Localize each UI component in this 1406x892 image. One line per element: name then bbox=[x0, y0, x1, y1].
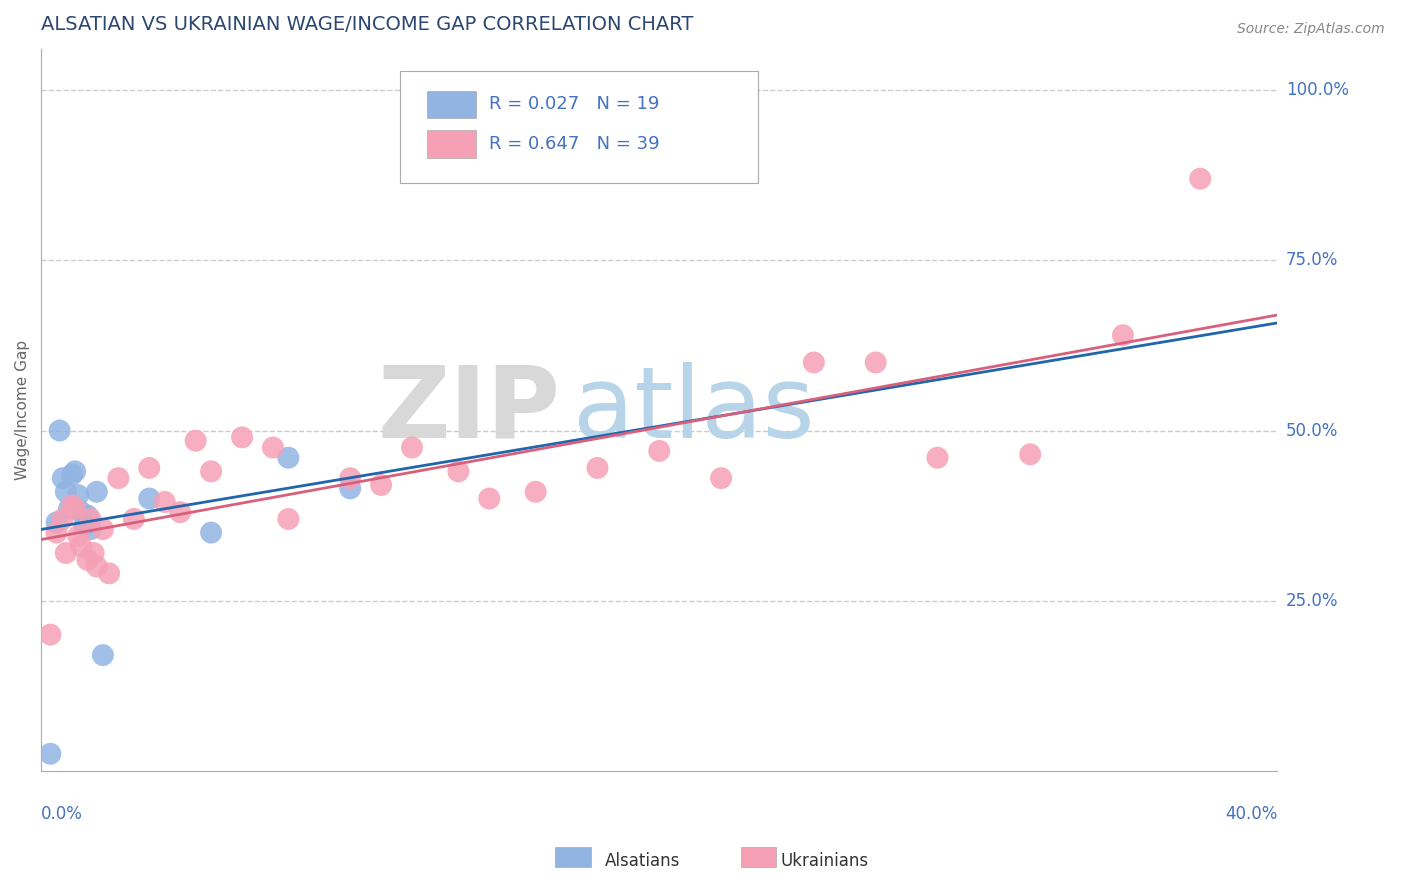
Point bbox=[1112, 328, 1135, 343]
Point bbox=[277, 450, 299, 465]
Point bbox=[70, 539, 93, 553]
Point bbox=[339, 481, 361, 495]
Point bbox=[58, 501, 80, 516]
Text: R = 0.647   N = 39: R = 0.647 N = 39 bbox=[489, 135, 659, 153]
Point bbox=[524, 484, 547, 499]
Point bbox=[200, 464, 222, 478]
Point bbox=[52, 512, 75, 526]
Text: 25.0%: 25.0% bbox=[1286, 591, 1339, 609]
Point bbox=[48, 424, 70, 438]
Point bbox=[169, 505, 191, 519]
Point bbox=[45, 516, 67, 530]
Point bbox=[63, 464, 86, 478]
Point bbox=[586, 461, 609, 475]
Point bbox=[927, 450, 949, 465]
Point bbox=[153, 495, 176, 509]
Point bbox=[184, 434, 207, 448]
Text: atlas: atlas bbox=[572, 361, 814, 458]
Point bbox=[52, 471, 75, 485]
Point bbox=[277, 512, 299, 526]
Point bbox=[107, 471, 129, 485]
Point bbox=[45, 525, 67, 540]
Point bbox=[86, 484, 108, 499]
Point bbox=[478, 491, 501, 506]
Text: ZIP: ZIP bbox=[378, 361, 561, 458]
Point bbox=[63, 501, 86, 516]
Point bbox=[55, 484, 77, 499]
Point bbox=[447, 464, 470, 478]
Point bbox=[76, 508, 98, 523]
Bar bbox=[741, 847, 776, 867]
Point bbox=[91, 522, 114, 536]
Point bbox=[370, 478, 392, 492]
Point bbox=[648, 444, 671, 458]
Point bbox=[67, 529, 90, 543]
Bar bbox=[555, 847, 591, 867]
Point bbox=[39, 747, 62, 761]
Text: R = 0.027   N = 19: R = 0.027 N = 19 bbox=[489, 95, 659, 113]
Text: 40.0%: 40.0% bbox=[1225, 805, 1278, 823]
Point bbox=[79, 522, 101, 536]
Point bbox=[55, 546, 77, 560]
Point bbox=[67, 488, 90, 502]
Point bbox=[1189, 171, 1212, 186]
Point bbox=[262, 441, 284, 455]
Point bbox=[231, 430, 253, 444]
Point bbox=[122, 512, 145, 526]
Point bbox=[200, 525, 222, 540]
Point bbox=[401, 441, 423, 455]
Point bbox=[60, 499, 83, 513]
Text: 75.0%: 75.0% bbox=[1286, 252, 1339, 269]
Text: Source: ZipAtlas.com: Source: ZipAtlas.com bbox=[1237, 22, 1385, 37]
Point bbox=[865, 355, 887, 369]
Point bbox=[79, 512, 101, 526]
Y-axis label: Wage/Income Gap: Wage/Income Gap bbox=[15, 340, 30, 480]
Point bbox=[39, 628, 62, 642]
Point bbox=[91, 648, 114, 662]
Point bbox=[1019, 447, 1042, 461]
Text: 0.0%: 0.0% bbox=[41, 805, 83, 823]
Point bbox=[73, 518, 96, 533]
Text: 100.0%: 100.0% bbox=[1286, 81, 1348, 99]
FancyBboxPatch shape bbox=[399, 71, 758, 183]
Point bbox=[83, 546, 105, 560]
Point bbox=[803, 355, 825, 369]
Point bbox=[98, 566, 121, 581]
Text: Alsatians: Alsatians bbox=[605, 852, 681, 870]
FancyBboxPatch shape bbox=[427, 130, 477, 158]
Text: ALSATIAN VS UKRAINIAN WAGE/INCOME GAP CORRELATION CHART: ALSATIAN VS UKRAINIAN WAGE/INCOME GAP CO… bbox=[41, 15, 693, 34]
Point bbox=[138, 461, 160, 475]
Point bbox=[339, 471, 361, 485]
Point bbox=[138, 491, 160, 506]
Point bbox=[86, 559, 108, 574]
Point bbox=[76, 553, 98, 567]
Point bbox=[70, 505, 93, 519]
Text: Ukrainians: Ukrainians bbox=[780, 852, 869, 870]
FancyBboxPatch shape bbox=[427, 91, 477, 118]
Point bbox=[60, 467, 83, 482]
Point bbox=[710, 471, 733, 485]
Text: 50.0%: 50.0% bbox=[1286, 422, 1339, 440]
